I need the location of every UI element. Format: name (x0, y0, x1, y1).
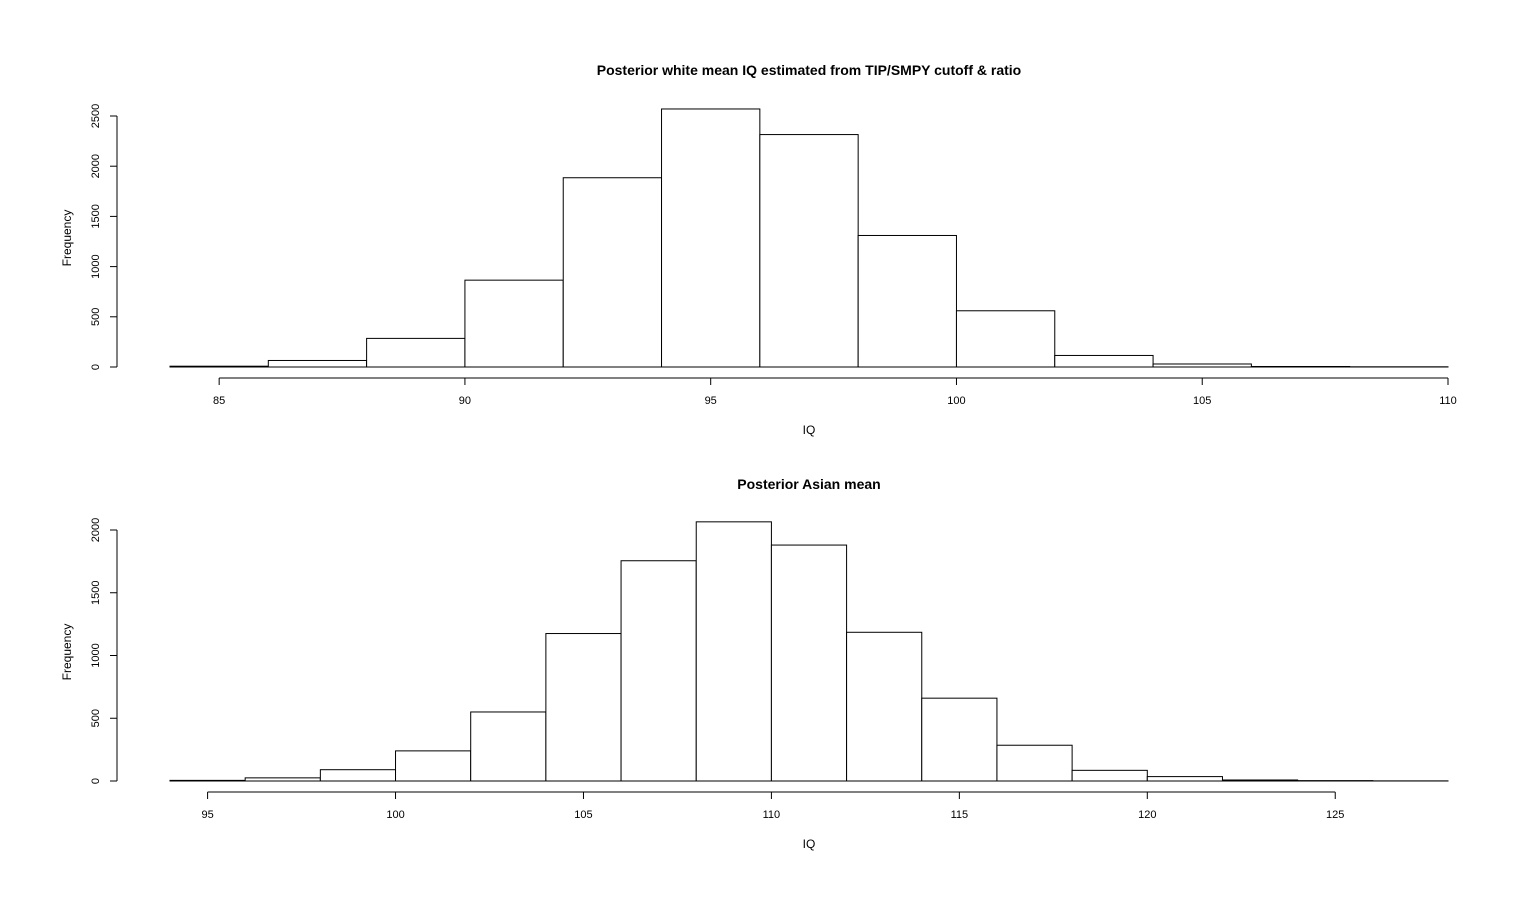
y-tick-label: 1000 (90, 254, 102, 278)
histogram-bar (1152, 363, 1252, 368)
y-tick-label: 2000 (90, 518, 102, 542)
histogram-bar (267, 359, 368, 368)
y-axis-label: Frequency (60, 210, 74, 267)
histogram-bar (464, 279, 564, 368)
histogram-bar (846, 631, 923, 782)
histogram-bars (169, 521, 1449, 782)
x-axis: 85 90 95 100 105 110 (213, 377, 1457, 407)
x-tick-label: 110 (1439, 395, 1457, 407)
y-tick-label: 1500 (90, 204, 102, 228)
histogram-bar (620, 560, 697, 782)
histogram-bar (244, 777, 321, 782)
y-tick-label: 2500 (90, 104, 102, 128)
x-tick-label: 105 (574, 809, 592, 821)
histogram-bar (470, 711, 547, 782)
y-tick-label: 1000 (90, 643, 102, 667)
y-axis: 0 500 1000 1500 2000 (90, 518, 118, 784)
x-tick-label: 115 (951, 809, 969, 821)
histogram-bar (1146, 776, 1223, 782)
histogram-bar (1054, 354, 1154, 368)
y-axis-label: Frequency (60, 624, 74, 681)
histogram-bar (661, 108, 761, 368)
x-tick-label: 100 (386, 809, 404, 821)
histogram-bar (857, 234, 957, 368)
y-tick-label: 2000 (90, 154, 102, 178)
histogram-bar (562, 177, 663, 368)
y-tick-label: 500 (90, 308, 102, 326)
x-tick-label: 125 (1326, 809, 1344, 821)
histogram-bar (996, 744, 1073, 782)
histogram-bar (169, 779, 246, 782)
x-tick-label: 105 (1193, 395, 1211, 407)
x-tick-label: 100 (947, 395, 965, 407)
x-axis: 95 100 105 110 115 120 125 (201, 791, 1344, 821)
x-tick-label: 90 (459, 395, 471, 407)
histogram-bar (319, 769, 397, 782)
y-tick-label: 500 (90, 709, 102, 727)
x-tick-label: 85 (213, 395, 225, 407)
histogram-bar (366, 337, 466, 368)
x-axis-label: IQ (803, 423, 816, 437)
histogram-bar (921, 697, 998, 782)
y-tick-label: 1500 (90, 581, 102, 605)
histogram-bars (169, 108, 1449, 368)
chart-title: Posterior Asian mean (737, 476, 880, 492)
histogram-bar (955, 310, 1056, 368)
histogram-bar (169, 365, 269, 368)
histogram-bar (695, 521, 772, 782)
asian-mean-histogram-panel: Posterior Asian mean IQ Frequency 95 100 1… (60, 476, 1449, 851)
histogram-bar (759, 134, 859, 368)
histogram-bar (770, 544, 848, 782)
chart-title: Posterior white mean IQ estimated from T… (597, 62, 1021, 78)
x-tick-label: 95 (201, 809, 213, 821)
x-tick-label: 120 (1138, 809, 1156, 821)
y-tick-label: 0 (90, 778, 102, 784)
x-tick-label: 95 (705, 395, 717, 407)
y-axis: 0 500 1000 1500 2000 2500 (90, 104, 118, 370)
white-mean-histogram-panel: Posterior white mean IQ estimated from T… (60, 62, 1457, 437)
histogram-bar (545, 633, 622, 782)
x-axis-label: IQ (803, 837, 816, 851)
histogram-bar (1250, 365, 1351, 368)
histogram-bar (395, 750, 472, 782)
x-tick-label: 110 (763, 809, 781, 821)
histogram-bar (1071, 769, 1148, 782)
y-tick-label: 0 (90, 364, 102, 370)
histogram-bar (1221, 779, 1299, 782)
